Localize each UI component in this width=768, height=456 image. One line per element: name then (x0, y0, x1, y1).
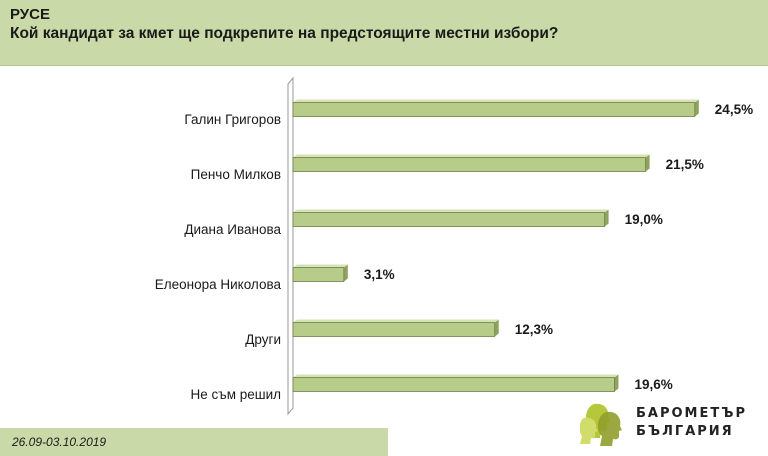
bar-depth (645, 154, 650, 172)
chart-canvas (287, 76, 699, 416)
bar-depth (604, 209, 609, 227)
value-label: 19,0% (624, 211, 663, 227)
logo-heads-icon (579, 403, 622, 446)
bar-top (293, 154, 650, 158)
axis-wall (287, 76, 294, 416)
bar-depth (694, 99, 699, 117)
bar-top (293, 99, 699, 103)
survey-question: Кой кандидат за кмет ще подкрепите на пр… (10, 25, 559, 42)
bar-depth (343, 264, 348, 282)
bar-top (293, 319, 499, 323)
logo-text-barometer: БАРОМЕТЪР (636, 406, 747, 421)
bar-depth (494, 319, 499, 337)
category-label: Диана Иванова (184, 221, 281, 237)
bar (292, 267, 345, 282)
category-label: Пенчо Милков (190, 166, 281, 182)
bar (292, 377, 615, 392)
bar-depth (614, 374, 619, 392)
bar (292, 322, 496, 337)
bar (292, 157, 647, 172)
footer-bar: 26.09-03.10.2019 (0, 428, 388, 456)
bar-top (293, 264, 348, 268)
region-title: РУСЕ (10, 6, 50, 23)
value-label: 21,5% (665, 156, 704, 172)
bar (292, 212, 606, 227)
value-label: 12,3% (514, 321, 553, 337)
barometer-bulgaria-logo: БАРОМЕТЪР БЪЛГАРИЯ (579, 398, 760, 454)
category-label: Не съм решил (190, 386, 282, 402)
bar-top (293, 374, 619, 378)
bar (292, 102, 696, 117)
category-label: Други (245, 331, 281, 347)
value-label: 24,5% (714, 101, 754, 117)
survey-date: 26.09-03.10.2019 (12, 435, 107, 449)
bar-chart: Галин Григоров 24,5% Пенчо Милков 21,5% Диан… (0, 66, 768, 426)
value-label: 3,1% (363, 266, 395, 282)
value-label: 19,6% (634, 376, 673, 392)
logo-text-bulgaria: БЪЛГАРИЯ (636, 424, 734, 439)
category-label: Галин Григоров (184, 111, 281, 127)
chart-header: РУСЕ Кой кандидат за кмет ще подкрепите … (0, 0, 768, 66)
category-label: Елеонора Николова (154, 276, 281, 292)
bar-top (293, 209, 609, 213)
